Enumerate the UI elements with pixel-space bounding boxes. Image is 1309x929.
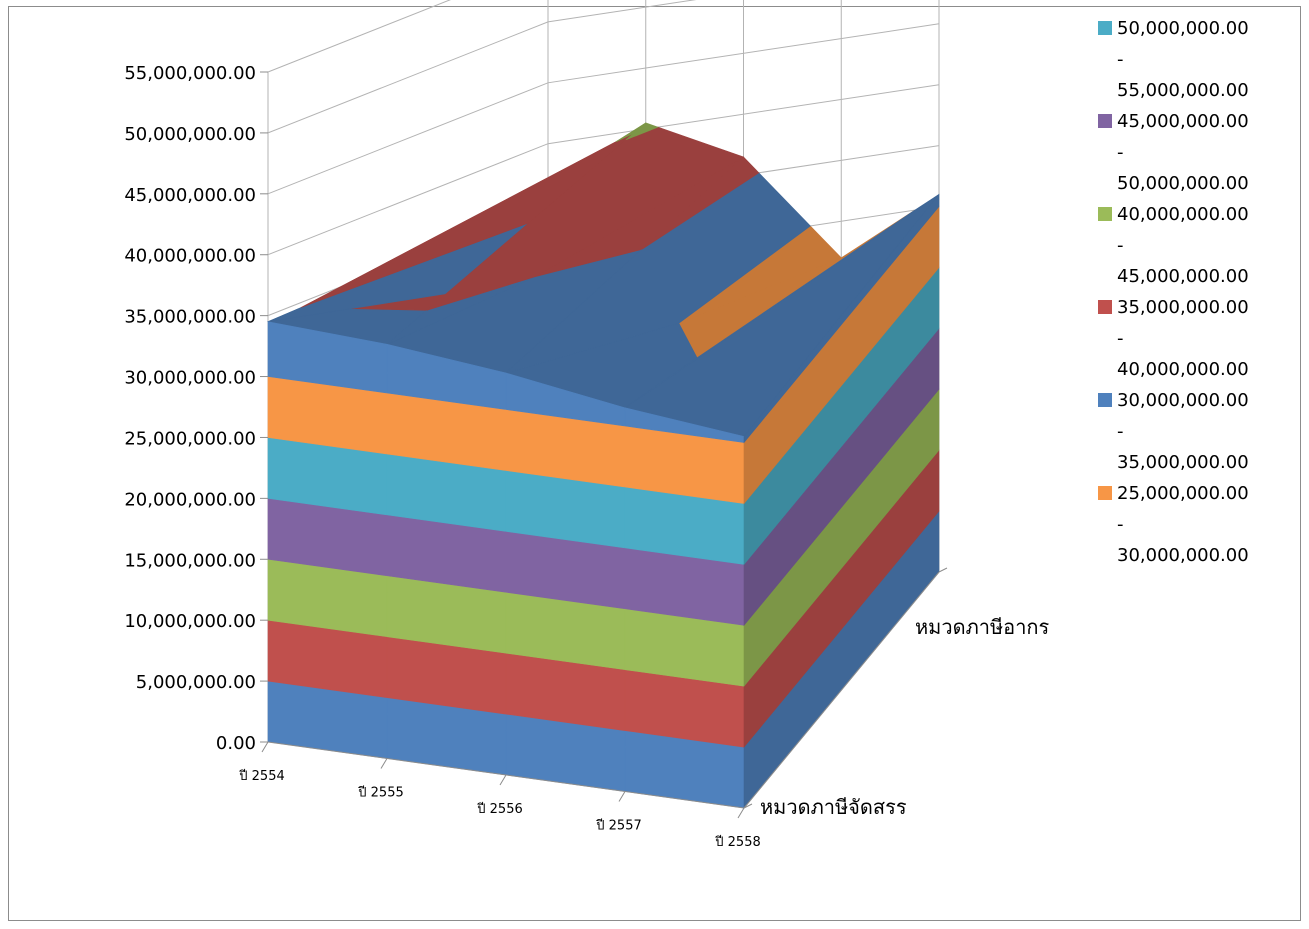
legend-label: 35,000,000.00 — [1117, 297, 1249, 318]
z-tick-label: 35,000,000.00 — [124, 307, 256, 328]
x-tick-label: ปี 2557 — [595, 818, 641, 834]
y-tick-label: หมวดภาษีอากร — [915, 615, 1050, 639]
z-tick-label: 10,000,000.00 — [124, 611, 256, 632]
surface-band — [505, 172, 811, 374]
legend-label: - — [1117, 514, 1124, 535]
x-tick-label: ปี 2555 — [357, 785, 403, 801]
legend-label: 25,000,000.00 — [1117, 483, 1249, 504]
legend-label: 45,000,000.00 — [1117, 266, 1249, 287]
legend-swatch — [1098, 393, 1112, 407]
legend-swatch — [1098, 300, 1112, 314]
legend-swatch — [1098, 114, 1112, 128]
y-tick-mark — [938, 567, 948, 573]
side-band — [743, 193, 940, 444]
x-tick-label: ปี 2554 — [238, 768, 284, 784]
legend-swatch — [1098, 21, 1112, 35]
z-gridline — [267, 0, 697, 134]
y-axis-line — [743, 571, 940, 809]
legend-label: 50,000,000.00 — [1117, 173, 1249, 194]
legend-label: 55,000,000.00 — [1117, 80, 1249, 101]
legend-label: 35,000,000.00 — [1117, 452, 1249, 473]
x-tick-mark — [499, 774, 507, 786]
x-tick-mark — [261, 741, 269, 753]
legend-label: 30,000,000.00 — [1117, 545, 1249, 566]
z-tick-label: 0.00 — [216, 733, 256, 754]
legend-label: - — [1117, 328, 1124, 349]
legend-label: - — [1117, 235, 1124, 256]
legend-label: - — [1117, 49, 1124, 70]
z-tick-label: 5,000,000.00 — [136, 672, 256, 693]
z-tick-label: 20,000,000.00 — [124, 489, 256, 510]
surface-bands — [266, 122, 940, 809]
legend-label: 40,000,000.00 — [1117, 204, 1249, 225]
x-tick-mark — [618, 791, 626, 802]
legend-label: 45,000,000.00 — [1117, 111, 1249, 132]
legend-label: - — [1117, 142, 1124, 163]
axes: 0.00 5,000,000.00 10,000,000.00 15,000,000.… — [124, 63, 1049, 850]
surface-band — [624, 194, 940, 409]
surface-band — [641, 156, 760, 250]
z-tick-label: 15,000,000.00 — [124, 550, 256, 571]
z-tick-label: 30,000,000.00 — [124, 368, 256, 389]
legend-swatch — [1098, 207, 1112, 221]
y-tick-label: หมวดภาษีจัดสรร — [760, 795, 907, 819]
legend-label: 30,000,000.00 — [1117, 390, 1249, 411]
x-tick-label: ปี 2558 — [714, 834, 760, 850]
z-tick-label: 40,000,000.00 — [124, 246, 256, 267]
z-tick-label: 25,000,000.00 — [124, 428, 256, 449]
z-tick-label: 55,000,000.00 — [124, 63, 256, 84]
z-tick-label: 50,000,000.00 — [124, 124, 256, 145]
x-tick-mark — [737, 807, 745, 819]
legend-label: 40,000,000.00 — [1117, 359, 1249, 380]
legend-swatch — [1098, 486, 1112, 500]
legend: 50,000,000.00 - 55,000,000.00 45,000,000.00… — [1098, 18, 1249, 566]
legend-label: 50,000,000.00 — [1117, 18, 1249, 39]
x-tick-label: ปี 2556 — [476, 801, 522, 817]
x-tick-mark — [380, 758, 388, 769]
y-tick-mark — [743, 803, 753, 809]
legend-label: - — [1117, 421, 1124, 442]
z-gridline — [267, 0, 451, 73]
z-tick-label: 45,000,000.00 — [124, 185, 256, 206]
surface-band — [625, 122, 659, 141]
